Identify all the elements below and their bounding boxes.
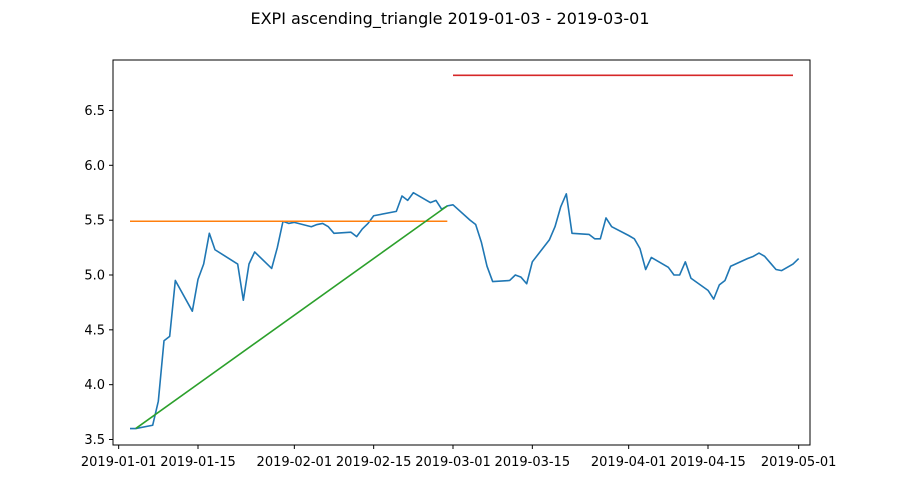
x-tick-label: 2019-04-01 — [591, 455, 667, 470]
series-line-2 — [135, 205, 448, 430]
x-tick-label: 2019-04-15 — [670, 455, 746, 470]
x-tick-label: 2019-02-15 — [336, 455, 412, 470]
y-tick-label: 5.5 — [84, 214, 105, 229]
y-tick-label: 4.0 — [84, 378, 105, 393]
x-tick-label: 2019-01-01 — [81, 455, 157, 470]
y-tick-label: 4.5 — [84, 323, 105, 338]
y-tick-label: 5.0 — [84, 268, 105, 283]
y-axis: 3.5 4.0 4.5 5.0 5.5 6.0 6.5 — [84, 104, 113, 448]
y-tick-label: 6.0 — [84, 159, 105, 174]
x-tick-label: 2019-01-15 — [160, 455, 236, 470]
series-line-0 — [130, 191, 800, 430]
x-tick-label: 2019-05-01 — [761, 455, 837, 470]
x-tick-label: 2019-02-01 — [257, 455, 333, 470]
plot-lines — [130, 74, 800, 430]
x-tick-label: 2019-03-15 — [495, 455, 571, 470]
plot-frame — [112, 59, 811, 446]
x-tick-label: 2019-03-01 — [415, 455, 491, 470]
y-tick-label: 6.5 — [84, 104, 105, 119]
y-tick-label: 3.5 — [84, 433, 105, 448]
chart-title: EXPI ascending_triangle 2019-01-03 - 201… — [250, 9, 649, 29]
x-axis: 2019-01-01 2019-01-15 2019-02-01 2019-02-15… — [81, 445, 837, 470]
